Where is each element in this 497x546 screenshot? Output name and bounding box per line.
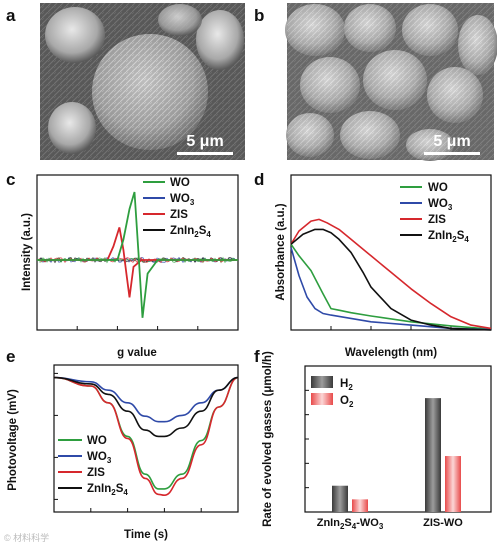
legend-entry-e: WO3 xyxy=(87,451,112,465)
legend-entry-d: WO3 xyxy=(428,198,453,212)
bar-o2 xyxy=(352,499,368,512)
legend-entry-c: WO3 xyxy=(170,193,195,207)
series-line-d xyxy=(290,243,492,330)
legend-entry-e: ZnIn2S4 xyxy=(87,483,128,497)
panel-label-f: f xyxy=(254,347,260,366)
legend-entry-f: O2 xyxy=(340,395,354,409)
bar-h2 xyxy=(332,485,348,512)
panel-label-b: b xyxy=(254,6,264,25)
legend-entry-d: WO xyxy=(428,182,448,194)
legend-entry-c: ZnIn2S4 xyxy=(170,225,211,239)
axis-label-d-y: Absorbance (a.u.) xyxy=(275,203,287,300)
legend-swatch-f xyxy=(311,393,333,405)
series-line-d xyxy=(290,228,492,331)
series-line-e xyxy=(53,376,239,438)
x-category-label-f: ZnIn2S4-WO3 xyxy=(317,517,384,531)
x-category-label-f: ZIS-WO xyxy=(423,517,463,529)
scale-bar-b: 5 μm xyxy=(433,133,470,150)
micrograph-b: 5 μm xyxy=(285,3,497,161)
legend-entry-e: ZIS xyxy=(87,467,105,479)
chart-c: WO WO3 ZIS ZnIn2S4 g value Intensity (a.u.) xyxy=(21,174,239,359)
legend-entry-d: ZnIn2S4 xyxy=(428,230,469,244)
axis-label-e-x: Time (s) xyxy=(124,529,168,541)
series-line-e xyxy=(53,376,239,497)
axis-label-c-y: Intensity (a.u.) xyxy=(21,213,33,291)
bar-o2 xyxy=(445,456,461,512)
legend-entry-e: WO xyxy=(87,435,107,447)
series-line-d xyxy=(290,247,492,331)
chart-e: WO WO3 ZIS ZnIn2S4 Time (s) Photovoltage (m… xyxy=(7,364,239,541)
series-line-c xyxy=(37,227,238,298)
panel-label-e: e xyxy=(6,347,15,366)
series-line-c xyxy=(37,191,238,318)
legend-entry-f: H2 xyxy=(340,378,353,392)
axis-label-e-y: Photovoltage (mV) xyxy=(7,389,19,491)
series-line-e xyxy=(53,376,239,423)
legend-entry-c: WO xyxy=(170,177,190,189)
legend-swatch-f xyxy=(311,376,333,388)
chart-f: ZnIn2S4-WO3 ZIS-WO H2 O2 Rate of evolved g… xyxy=(262,351,492,531)
chart-d: WO WO3 ZIS ZnIn2S4 Wavelength (nm) Absorban… xyxy=(275,174,492,359)
axis-label-c-x: g value xyxy=(117,347,157,359)
axis-label-f-y: Rate of evolved gasses (μmol/h) xyxy=(262,351,274,527)
axis-label-d-x: Wavelength (nm) xyxy=(345,347,437,359)
series-line-d xyxy=(290,218,492,330)
bar-h2 xyxy=(425,398,441,512)
legend-entry-c: ZIS xyxy=(170,209,188,221)
panel-label-c: c xyxy=(6,170,15,189)
panel-label-d: d xyxy=(254,170,264,189)
micrograph-a: 5 μm xyxy=(40,3,245,160)
scale-bar-a: 5 μm xyxy=(186,133,223,150)
panel-label-a: a xyxy=(6,6,16,25)
legend-entry-d: ZIS xyxy=(428,214,446,226)
watermark: © 材料科学 xyxy=(4,532,49,543)
